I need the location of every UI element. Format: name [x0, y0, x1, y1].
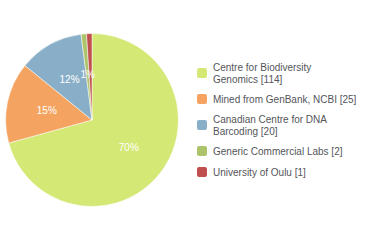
svg-text:Mined from GenBank, NCBI [25]: Mined from GenBank, NCBI [25]: [213, 94, 357, 105]
svg-text:Barcoding [20]: Barcoding [20]: [213, 126, 278, 137]
svg-text:Canadian Centre for DNA: Canadian Centre for DNA: [213, 114, 327, 125]
svg-text:Genomics [114]: Genomics [114]: [213, 74, 283, 85]
svg-text:University of Oulu [1]: University of Oulu [1]: [213, 167, 306, 178]
svg-text:Generic Commercial Labs [2]: Generic Commercial Labs [2]: [213, 146, 343, 157]
svg-text:70%: 70%: [119, 142, 139, 153]
svg-text:12%: 12%: [60, 74, 80, 85]
svg-text:Centre for Biodiversity: Centre for Biodiversity: [213, 62, 311, 73]
svg-text:1%: 1%: [80, 69, 95, 80]
svg-text:15%: 15%: [37, 105, 57, 116]
